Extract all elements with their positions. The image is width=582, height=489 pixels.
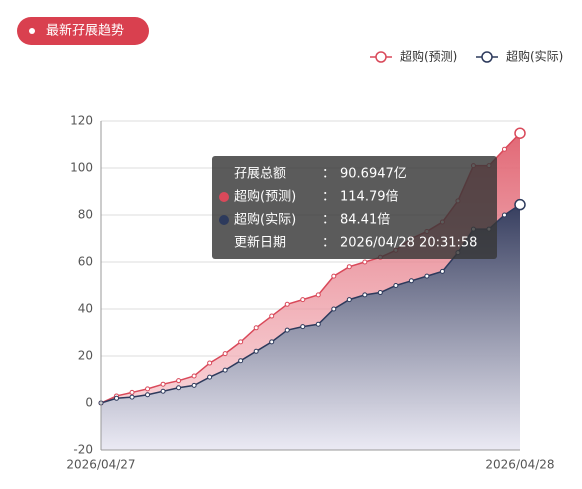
point [300, 324, 306, 330]
tooltip-colon: ： [322, 167, 335, 182]
tooltip-value: 2026/04/28 20:31:58 [340, 236, 477, 251]
point [160, 381, 166, 387]
point [377, 290, 383, 296]
point [346, 297, 352, 303]
y-tick-label: 0 [85, 396, 93, 410]
point [300, 297, 306, 303]
badge [17, 17, 149, 45]
point [439, 268, 445, 274]
y-tick-label: 80 [78, 208, 93, 222]
tooltip-colon: ： [322, 213, 335, 228]
tooltip-colon: ： [322, 236, 335, 251]
point [315, 321, 321, 327]
point [191, 382, 197, 388]
tooltip-value: 84.41倍 [340, 213, 390, 228]
point [269, 339, 275, 345]
point [191, 373, 197, 379]
legend-label: 超购(实际) [506, 49, 563, 64]
point [145, 392, 151, 398]
x-tick-label: 2026/04/28 [485, 458, 554, 472]
legend-label: 超购(预测) [400, 49, 457, 64]
x-tick-label: 2026/04/27 [66, 458, 135, 472]
legend-marker [481, 51, 493, 63]
legend-marker [375, 51, 387, 63]
point [238, 339, 244, 345]
area [101, 204, 520, 450]
tooltip-label: 超购(实际) [234, 212, 296, 228]
point [176, 378, 182, 384]
point [238, 358, 244, 364]
point [222, 351, 228, 357]
point [160, 388, 166, 394]
tooltip-value: 90.6947亿 [340, 167, 407, 182]
y-tick-label: 120 [70, 114, 93, 128]
tooltip-dot [219, 215, 229, 225]
point [284, 327, 290, 333]
legend: 超购(预测) 超购(实际) [370, 49, 563, 64]
y-tick-label: 20 [78, 349, 93, 363]
point [362, 292, 368, 298]
line [100, 204, 521, 404]
point [222, 367, 228, 373]
point [362, 259, 368, 265]
point [514, 198, 526, 211]
point [331, 306, 337, 312]
point [331, 273, 337, 279]
tooltip-label: 孖展总额 [234, 167, 286, 182]
point [207, 374, 213, 380]
point [114, 395, 120, 401]
point [253, 325, 259, 331]
point [501, 146, 507, 152]
point [315, 292, 321, 298]
tooltip-colon: ： [322, 190, 335, 205]
point [129, 389, 135, 395]
point [424, 273, 430, 279]
tooltip-label: 超购(预测) [234, 189, 296, 205]
point [207, 360, 213, 366]
badge-dot [29, 28, 35, 34]
tooltip-value: 114.79倍 [340, 190, 399, 205]
point [284, 301, 290, 307]
y-tick-label: 100 [70, 161, 93, 175]
point [514, 127, 526, 139]
point [176, 385, 182, 391]
y-tick-label: 60 [78, 255, 93, 269]
point [408, 278, 414, 284]
point [501, 212, 507, 218]
tooltip-label: 更新日期 [234, 235, 286, 251]
point [145, 386, 151, 392]
point [269, 313, 275, 319]
point [393, 283, 399, 288]
point [129, 394, 135, 400]
tooltip-dot [219, 192, 229, 202]
point [346, 264, 352, 270]
y-tick-label: -20 [73, 443, 93, 457]
tooltip-box [212, 156, 497, 259]
point [253, 348, 259, 354]
y-tick-label: 40 [78, 302, 93, 316]
badge-text: 最新孖展趋势 [46, 23, 124, 39]
